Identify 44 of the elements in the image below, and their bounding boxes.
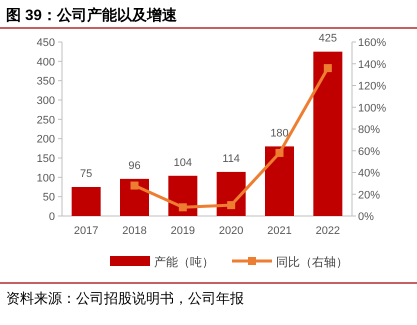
y-tick-label: 50 xyxy=(42,192,55,204)
data-label: 425 xyxy=(318,32,338,45)
legend-label: 同比（右轴） xyxy=(276,255,348,269)
x-tick-label: 2022 xyxy=(316,225,340,237)
y2-tick-label: 140% xyxy=(358,58,386,71)
legend-label: 产能（吨） xyxy=(154,255,214,269)
data-label: 180 xyxy=(270,127,289,140)
bar xyxy=(313,52,342,216)
chart-title: 图 39：公司产能以及增速 xyxy=(6,7,178,24)
y-tick-label: 150 xyxy=(36,153,55,165)
point xyxy=(227,201,236,210)
x-tick-label: 2019 xyxy=(170,225,196,237)
y-tick-label: 450 xyxy=(36,37,55,49)
y-tick-label: 400 xyxy=(36,56,55,68)
point xyxy=(324,64,332,72)
point xyxy=(276,148,284,157)
data-label: 114 xyxy=(222,152,240,165)
y-tick-label: 300 xyxy=(36,95,55,107)
x-tick-label: 2018 xyxy=(122,225,147,237)
data-label: 96 xyxy=(128,160,141,172)
y-tick-label: 250 xyxy=(36,114,55,126)
point xyxy=(130,182,138,190)
text: 资料来源：公司招股说明书，公司年报 xyxy=(6,290,244,306)
point xyxy=(178,203,187,212)
y2-tick-label: 100% xyxy=(358,102,386,114)
y-tick-label: 200 xyxy=(36,134,55,146)
y2-tick-label: 60% xyxy=(358,146,380,158)
bar xyxy=(265,146,294,216)
y-tick-label: 100 xyxy=(36,172,55,184)
x-tick-label: 2021 xyxy=(267,225,292,237)
y2-tick-label: 20% xyxy=(358,189,380,202)
x-tick-label: 2020 xyxy=(218,225,244,237)
data-label: 104 xyxy=(174,156,192,169)
y2-tick-label: 0% xyxy=(358,211,374,223)
x-tick-label: 2017 xyxy=(74,225,98,237)
y2-tick-label: 120% xyxy=(358,80,386,92)
bar xyxy=(120,178,149,216)
y-tick-label: 0 xyxy=(48,211,55,223)
y2-tick-label: 160% xyxy=(358,37,386,49)
y-tick-label: 350 xyxy=(36,76,55,88)
data-label: 75 xyxy=(80,168,92,180)
y2-tick-label: 40% xyxy=(358,168,380,180)
y2-tick-label: 80% xyxy=(358,124,380,136)
bar xyxy=(72,187,101,216)
